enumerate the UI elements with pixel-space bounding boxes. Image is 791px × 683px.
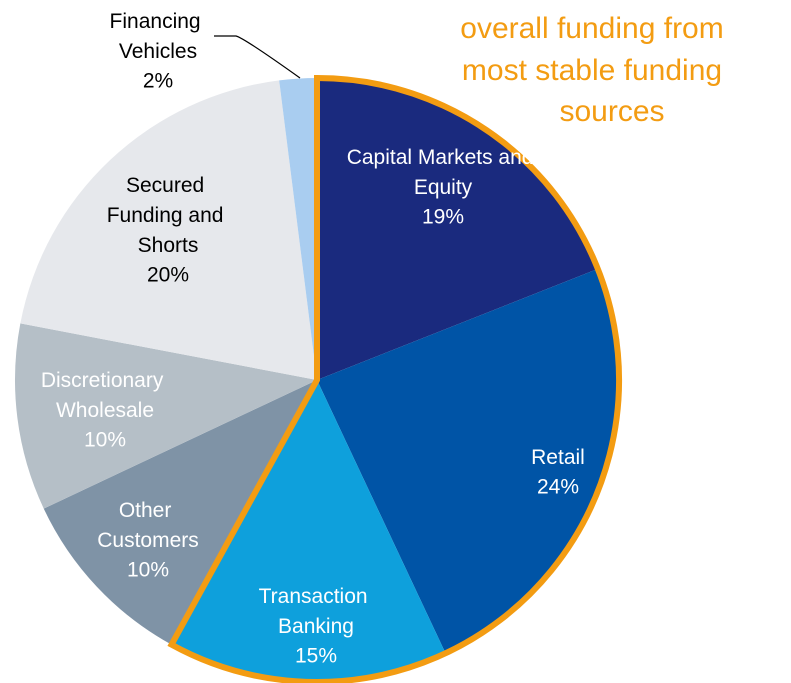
- slice-value-label: 20%: [147, 264, 189, 287]
- annotation: most stable funding: [462, 54, 722, 87]
- slice-label: Secured Funding and Shorts: [107, 174, 230, 257]
- slice-value-label: 24%: [537, 476, 579, 499]
- annotation: overall funding from: [460, 12, 723, 45]
- pie-slice: [43, 380, 318, 645]
- slice-label: Retail: [531, 446, 585, 469]
- slice-value-label: 10%: [84, 429, 126, 452]
- leader-line: [214, 35, 301, 79]
- slice-value-label: 2%: [143, 70, 173, 93]
- slice-label: Discretionary Wholesale: [41, 369, 169, 422]
- annotation: sources: [559, 95, 664, 128]
- pie-slice: [20, 80, 318, 381]
- pie-slice: [14, 323, 317, 509]
- slice-value-label: 10%: [127, 559, 169, 582]
- pie-slice: [317, 268, 619, 654]
- slice-label: Capital Markets and Equity: [347, 146, 540, 199]
- pie-slice: [317, 78, 598, 380]
- pie-slice: [171, 380, 446, 682]
- slice-label: Other Customers: [97, 499, 199, 552]
- pie: [14, 78, 619, 682]
- slice-value-label: 19%: [422, 206, 464, 229]
- pie-slice: [279, 78, 317, 380]
- highlight-outline: [167, 74, 622, 683]
- slice-label: Transaction Banking: [259, 585, 374, 638]
- slice-value-label: 15%: [295, 645, 337, 668]
- slice-label: Financing Vehicles: [110, 10, 207, 63]
